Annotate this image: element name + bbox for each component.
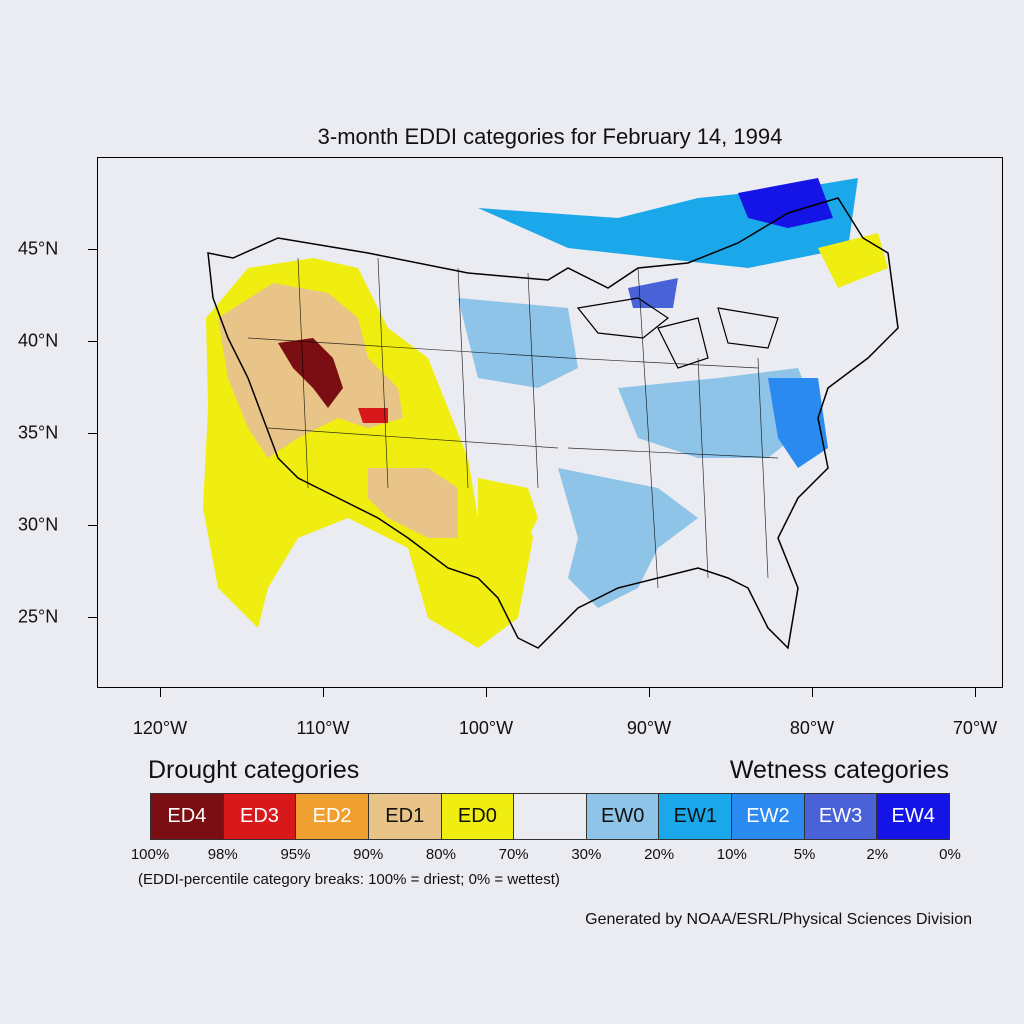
legend-cell-ew0: EW0 — [586, 794, 660, 839]
map-title: 3-month EDDI categories for February 14,… — [317, 124, 783, 149]
break-label: 90% — [353, 846, 384, 863]
lon-tick-90 — [649, 688, 650, 697]
lon-tick-110 — [323, 688, 324, 697]
lon-label-100: 100°W — [458, 718, 514, 738]
lat-label-35: 35°N — [18, 422, 59, 443]
break-label: 10% — [716, 846, 747, 863]
map-canvas — [203, 178, 899, 650]
lon-label-70: 70°W — [952, 718, 998, 738]
lon-label-110: 110°W — [296, 718, 350, 738]
break-label: 20% — [644, 846, 675, 863]
credit-line: Generated by NOAA/ESRL/Physical Sciences… — [585, 911, 972, 928]
legend-cell-ew3: EW3 — [804, 794, 878, 839]
lon-label-80: 80°W — [789, 718, 835, 738]
legend-cell-ed3: ED3 — [223, 794, 297, 839]
break-label: 5% — [793, 846, 816, 863]
legend-cell-ed4: ED4 — [151, 794, 224, 839]
ed3-utah-region — [358, 408, 388, 423]
break-label: 70% — [498, 846, 529, 863]
conus-outline — [207, 197, 899, 650]
break-label: 0% — [939, 846, 961, 863]
break-label: 98% — [207, 846, 238, 863]
break-label: 30% — [571, 846, 602, 863]
lon-tick-80 — [812, 688, 813, 697]
drought-heading: Drought categories — [148, 756, 360, 784]
ed0-northeast-region — [818, 233, 888, 288]
lon-tick-70 — [975, 688, 976, 697]
lon-tick-120 — [160, 688, 161, 697]
ew0-ohio-valley-region — [618, 368, 818, 458]
lat-label-40: 40°N — [18, 330, 59, 351]
ew3-superior-region — [628, 278, 678, 308]
ew0-north-central-region — [458, 298, 578, 388]
legend-note: (EDDI-percentile category breaks: 100% =… — [138, 871, 560, 888]
lat-tick-45 — [88, 249, 97, 250]
legend-cell-ed1: ED1 — [368, 794, 442, 839]
state-borders — [247, 257, 779, 589]
legend-cell-neutral — [514, 794, 587, 839]
great-lakes-outline — [576, 297, 779, 369]
lon-label-120: 120°W — [132, 718, 188, 738]
lon-label-90: 90°W — [626, 718, 672, 738]
map-panel — [97, 157, 1003, 688]
lat-tick-40 — [88, 341, 97, 342]
legend-cell-ed2: ED2 — [296, 794, 369, 839]
legend-colorbar: ED4 ED3 ED2 ED1 ED0 EW0 EW1 EW2 EW3 EW4 — [150, 793, 950, 840]
ew0-south-central-region — [558, 468, 698, 608]
legend-cell-ew2: EW2 — [732, 794, 805, 839]
wetness-heading: Wetness categories — [729, 756, 949, 784]
ed0-texas-region — [478, 478, 538, 628]
break-label: 2% — [866, 846, 889, 863]
break-label: 100% — [130, 846, 170, 863]
ew4-ontario-region — [738, 178, 833, 228]
lat-label-30: 30°N — [18, 514, 59, 535]
category-fill-regions — [203, 178, 888, 648]
lat-tick-35 — [88, 433, 97, 434]
legend-cell-ew4: EW4 — [877, 794, 950, 839]
ew2-mid-atlantic-region — [768, 378, 828, 468]
break-label: 95% — [280, 846, 311, 863]
ed4-idaho-region — [278, 338, 343, 408]
legend-cell-ew1: EW1 — [659, 794, 733, 839]
lat-label-45: 45°N — [18, 238, 59, 259]
lat-label-25: 25°N — [18, 606, 59, 627]
lat-tick-25 — [88, 617, 97, 618]
legend-cell-ed0: ED0 — [441, 794, 515, 839]
break-label: 80% — [425, 846, 456, 863]
ed1-southwest-region — [368, 468, 458, 538]
lat-tick-30 — [88, 525, 97, 526]
lon-tick-100 — [486, 688, 487, 697]
